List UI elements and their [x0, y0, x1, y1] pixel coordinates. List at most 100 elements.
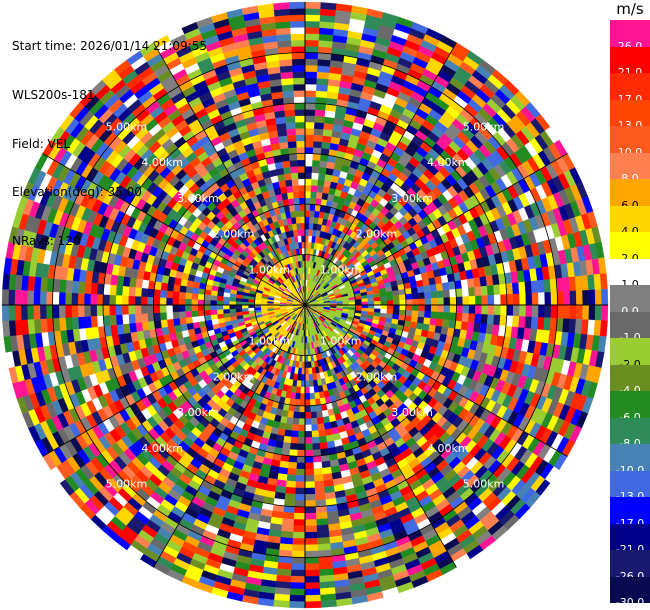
gate-cell	[320, 2, 337, 11]
gate-cell	[311, 166, 320, 174]
gate-cell	[398, 289, 406, 296]
gate-cell	[518, 316, 526, 329]
gate-cell	[14, 304, 22, 321]
gate-cell	[289, 588, 306, 596]
gate-cell	[254, 307, 262, 311]
gate-cell	[304, 449, 314, 457]
gate-cell	[318, 435, 327, 444]
gate-cell	[460, 279, 469, 289]
gate-cell	[456, 296, 463, 306]
gate-cell	[282, 441, 291, 450]
gate-cell	[568, 318, 577, 334]
gate-cell	[304, 544, 319, 552]
gate-cell	[141, 279, 150, 289]
gate-cell	[291, 424, 299, 432]
gate-cell	[575, 304, 583, 320]
gate-cell	[525, 292, 533, 306]
gate-cell	[493, 284, 501, 296]
gate-cell	[321, 409, 329, 418]
gate-cell	[300, 374, 306, 381]
gate-cell	[304, 519, 317, 527]
gate-cell	[293, 405, 300, 413]
gate-cell	[282, 512, 295, 520]
gate-cell	[304, 77, 318, 85]
gate-cell	[462, 304, 470, 314]
gate-cell	[273, 599, 290, 608]
gate-cell	[192, 321, 201, 329]
gate-cell	[430, 297, 438, 306]
gate-cell	[417, 286, 425, 294]
gate-cell	[241, 307, 249, 312]
gate-cell	[318, 40, 333, 48]
gate-cell	[153, 288, 161, 298]
gate-cell	[304, 380, 310, 388]
gate-cell	[128, 313, 136, 324]
gate-cell	[203, 294, 211, 301]
gate-cell	[166, 318, 175, 327]
gate-cell	[318, 33, 334, 42]
gate-cell	[160, 282, 169, 291]
gate-cell	[304, 102, 316, 110]
gate-cell	[109, 314, 117, 326]
gate-cell	[293, 519, 306, 527]
gate-cell	[493, 294, 501, 306]
gate-cell	[412, 304, 419, 312]
gate-cell	[84, 316, 92, 329]
gate-cell	[318, 568, 334, 577]
gate-cell	[293, 506, 306, 514]
gate-cell	[404, 288, 412, 295]
gate-cell	[393, 299, 400, 306]
gate-cell	[134, 304, 142, 315]
gate-cell	[304, 58, 319, 66]
gate-cell	[301, 367, 306, 375]
gate-cell	[292, 417, 300, 425]
gate-cell	[318, 166, 327, 175]
gate-cell	[284, 493, 296, 501]
gate-cell	[588, 304, 596, 321]
gate-cell	[178, 298, 186, 306]
gate-cell	[316, 518, 329, 526]
gate-cell	[320, 599, 337, 608]
gate-cell	[307, 355, 312, 362]
gate-cell	[313, 134, 323, 142]
gate-cell	[437, 304, 445, 313]
gate-cell	[291, 557, 306, 564]
gate-cell	[321, 460, 331, 469]
gate-cell	[512, 315, 520, 328]
gate-cell	[304, 115, 316, 123]
gate-cell	[399, 304, 407, 311]
gate-cell	[289, 594, 306, 602]
gate-cell	[210, 314, 218, 320]
gate-cell	[178, 291, 186, 299]
gate-cell	[599, 320, 608, 337]
gate-cell	[374, 304, 381, 310]
gate-cell	[512, 282, 520, 295]
gate-cell	[443, 297, 451, 306]
gate-cell	[380, 304, 388, 310]
gate-cell	[39, 304, 47, 320]
gate-cell	[289, 582, 306, 590]
gate-cell	[203, 299, 211, 306]
gate-cell	[512, 304, 520, 317]
gate-cell	[286, 417, 294, 425]
gate-cell	[355, 298, 362, 303]
gate-cell	[430, 290, 438, 299]
gate-cell	[184, 304, 192, 312]
gate-cell	[287, 461, 297, 470]
gate-cell	[418, 298, 426, 306]
gate-cell	[309, 399, 316, 407]
gate-cell	[312, 442, 321, 451]
gate-cell	[373, 296, 381, 302]
gate-cell	[284, 429, 292, 438]
gate-cell	[304, 437, 313, 445]
gate-cell	[311, 430, 320, 438]
gate-cell	[296, 456, 306, 463]
gate-cell	[594, 304, 602, 321]
gate-cell	[367, 301, 375, 306]
gate-cell	[316, 71, 330, 80]
gate-cell	[140, 296, 148, 306]
gate-cell	[557, 291, 564, 306]
gate-cell	[487, 294, 495, 306]
gate-cell	[222, 304, 230, 310]
gate-cell	[322, 415, 331, 424]
